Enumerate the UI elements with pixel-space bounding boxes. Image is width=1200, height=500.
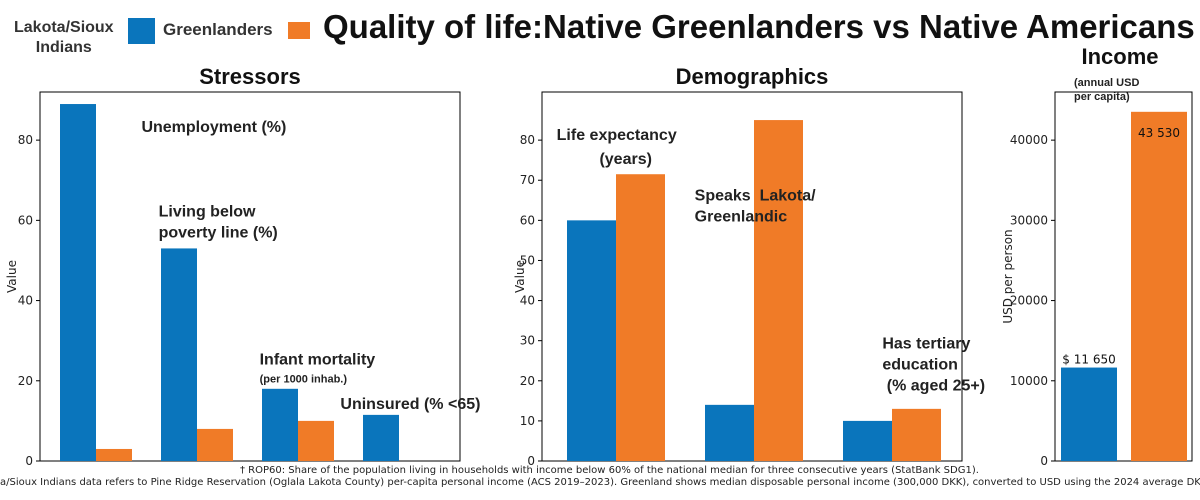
demographics-ytick-label: 40 xyxy=(520,294,535,308)
income-chart: Income (annual USD per capita) 0 10000 20000 3… xyxy=(1001,44,1193,468)
income-ytick-label: 30000 xyxy=(1010,213,1048,227)
demographics-ylabel: Value xyxy=(513,260,527,293)
demographics-annotation: education xyxy=(882,357,958,374)
income-ytick-label: 10000 xyxy=(1010,374,1048,388)
legend-lakota-label-line2: Indians xyxy=(35,39,92,56)
stressors-annotation: Uninsured (% <65) xyxy=(340,396,480,413)
demographics-ytick-label: 0 xyxy=(527,454,535,468)
stressors-bar-lakota xyxy=(96,448,132,461)
demographics-annotation: Speaks Lakota/ xyxy=(695,187,817,204)
stressors-ytick-label: 40 xyxy=(18,294,33,308)
income-ytick-label: 40000 xyxy=(1010,133,1048,147)
stressors-bar-greenlanders xyxy=(363,414,399,461)
stressors-ytick-label: 80 xyxy=(18,133,33,147)
income-bar-lakota xyxy=(1131,111,1187,462)
income-plot-frame xyxy=(1054,91,1193,462)
stressors-plot-frame xyxy=(39,91,461,462)
income-title: Income xyxy=(1081,44,1158,69)
stressors-bar-greenlanders xyxy=(60,104,96,462)
demographics-annotation: (years) xyxy=(599,151,651,168)
demographics-bar-lakota xyxy=(892,408,941,461)
income-ytick-label: 0 xyxy=(1040,454,1048,468)
income-bar-greenlanders xyxy=(1061,367,1117,461)
stressors-title: Stressors xyxy=(199,64,301,89)
demographics-ytick-label: 60 xyxy=(520,213,535,227)
legend-lakota-label-line1: Lakota/Sioux xyxy=(14,19,114,36)
demographics-chart: Demographics 0 10 20 30 40 50 60 70 80 Value Life e… xyxy=(513,64,985,468)
demographics-annotation: (% aged 25+) xyxy=(882,378,985,395)
demographics-bar-greenlanders xyxy=(843,420,892,461)
page-title: Quality of life:Native Greenlanders vs N… xyxy=(323,8,1195,45)
stressors-bar-lakota xyxy=(298,420,334,461)
stressors-chart: Stressors 0 20 40 60 80 Value Unemployment (%) L… xyxy=(5,64,480,468)
income-subtitle-line1: (annual USD xyxy=(1074,77,1139,89)
demographics-ytick-label: 50 xyxy=(520,253,535,267)
stressors-annotation: Living below xyxy=(159,203,256,220)
demographics-ytick-label: 10 xyxy=(520,414,535,428)
stressors-annotation: Unemployment (%) xyxy=(141,119,286,136)
demographics-ytick-label: 30 xyxy=(520,334,535,348)
income-ylabel: USD per person xyxy=(1001,229,1015,323)
income-subtitle-line2: per capita) xyxy=(1074,91,1130,103)
stressors-ytick-label: 60 xyxy=(18,213,33,227)
stressors-annotation-sub: (per 1000 inhab.) xyxy=(260,374,348,386)
stressors-annotation: Infant mortality xyxy=(260,352,376,369)
legend-lakota-swatch xyxy=(288,22,310,39)
demographics-annotation: Has tertiary xyxy=(882,336,970,353)
stressors-ylabel: Value xyxy=(5,260,19,293)
income-ytick-label: 20000 xyxy=(1010,294,1048,308)
income-value-label: $ 11 650 xyxy=(1062,353,1115,367)
demographics-bar-lakota xyxy=(754,120,803,462)
footnote-income-source: a/Sioux Indians data refers to Pine Ridg… xyxy=(0,477,1200,488)
stressors-bar-lakota xyxy=(197,428,233,461)
stressors-ytick-label: 0 xyxy=(25,454,33,468)
demographics-bar-lakota xyxy=(616,174,665,461)
legend-greenlanders-label: Greenlanders xyxy=(163,20,273,39)
stressors-bar-greenlanders xyxy=(161,248,197,461)
income-value-label: 43 530 xyxy=(1138,126,1180,140)
stressors-ytick-label: 20 xyxy=(18,374,33,388)
legend-lakota-label: Lakota/Sioux Indians xyxy=(14,18,114,58)
stressors-bar-greenlanders xyxy=(262,388,298,461)
demographics-ytick-label: 70 xyxy=(520,173,535,187)
demographics-annotation: Greenlandic xyxy=(695,208,788,225)
demographics-annotation: Life expectancy xyxy=(557,127,677,144)
footnote-rop60: † ROP60: Share of the population living … xyxy=(240,465,979,476)
legend-greenlanders-swatch xyxy=(128,18,155,44)
demographics-bar-greenlanders xyxy=(567,220,616,461)
demographics-bar-greenlanders xyxy=(705,404,754,461)
demographics-ytick-label: 20 xyxy=(520,374,535,388)
stressors-annotation: poverty line (%) xyxy=(159,224,278,241)
demographics-title: Demographics xyxy=(676,64,829,89)
demographics-ytick-label: 80 xyxy=(520,133,535,147)
